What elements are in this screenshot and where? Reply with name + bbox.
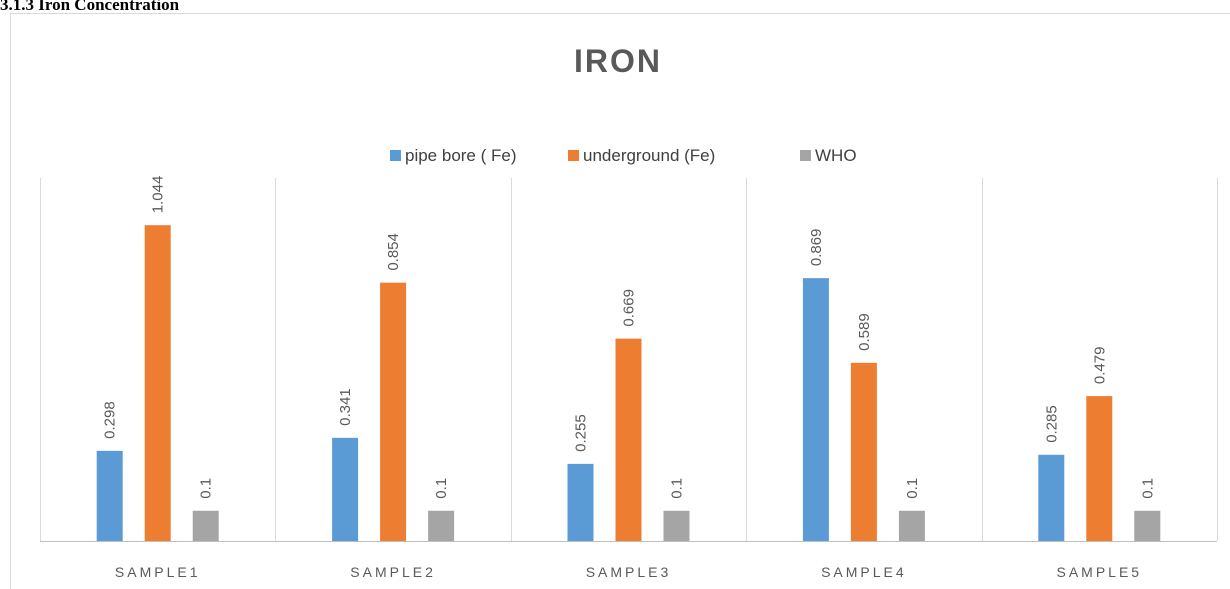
bar (96, 450, 123, 541)
data-label: 0.854 (385, 233, 402, 271)
data-label: 0.669 (621, 289, 638, 327)
bar (332, 437, 359, 541)
data-label: 0.298 (102, 401, 119, 439)
data-label: 0.341 (337, 388, 354, 426)
bar (898, 510, 925, 541)
bar (1134, 510, 1161, 541)
bar (380, 282, 407, 541)
chart-border (10, 13, 1230, 589)
data-label: 1.044 (150, 176, 167, 214)
chart-title: IRON (574, 43, 662, 79)
x-tick-label: SAMPLE4 (821, 564, 907, 580)
data-label: 0.1 (904, 478, 921, 499)
bar (1086, 396, 1113, 541)
legend-swatch (800, 150, 811, 161)
bar (850, 362, 877, 541)
bar (192, 510, 219, 541)
data-label: 0.589 (856, 313, 873, 351)
legend-label: pipe bore ( Fe) (405, 146, 517, 165)
data-label: 0.1 (433, 478, 450, 499)
plot-area: SAMPLE1 0.298 1.044 0.1 SAMPLE2 0.341 0.854 0.1… (40, 176, 1218, 580)
x-tick-label: SAMPLE1 (115, 564, 201, 580)
bar (663, 510, 690, 541)
legend-swatch (390, 150, 401, 161)
x-tick-label: SAMPLE2 (350, 564, 436, 580)
legend: pipe bore ( Fe) underground (Fe) WHO (390, 146, 857, 165)
data-label: 0.1 (1139, 478, 1156, 499)
data-label: 0.479 (1091, 347, 1108, 385)
bar (615, 338, 642, 541)
bar (802, 278, 829, 541)
bar (1038, 454, 1065, 541)
data-label: 0.285 (1043, 405, 1060, 443)
x-tick-label: SAMPLE3 (586, 564, 672, 580)
data-label: 0.255 (573, 414, 590, 452)
legend-label: underground (Fe) (583, 146, 715, 165)
data-label: 0.1 (198, 478, 215, 499)
bar (428, 510, 455, 541)
heading: 3.1.3 Iron Concentration (0, 0, 180, 14)
legend-swatch (568, 150, 579, 161)
data-label: 0.869 (808, 229, 825, 267)
bar (144, 225, 171, 541)
bar (567, 463, 594, 541)
data-label: 0.1 (669, 478, 686, 499)
x-tick-label: SAMPLE5 (1057, 564, 1143, 580)
legend-label: WHO (815, 146, 857, 165)
